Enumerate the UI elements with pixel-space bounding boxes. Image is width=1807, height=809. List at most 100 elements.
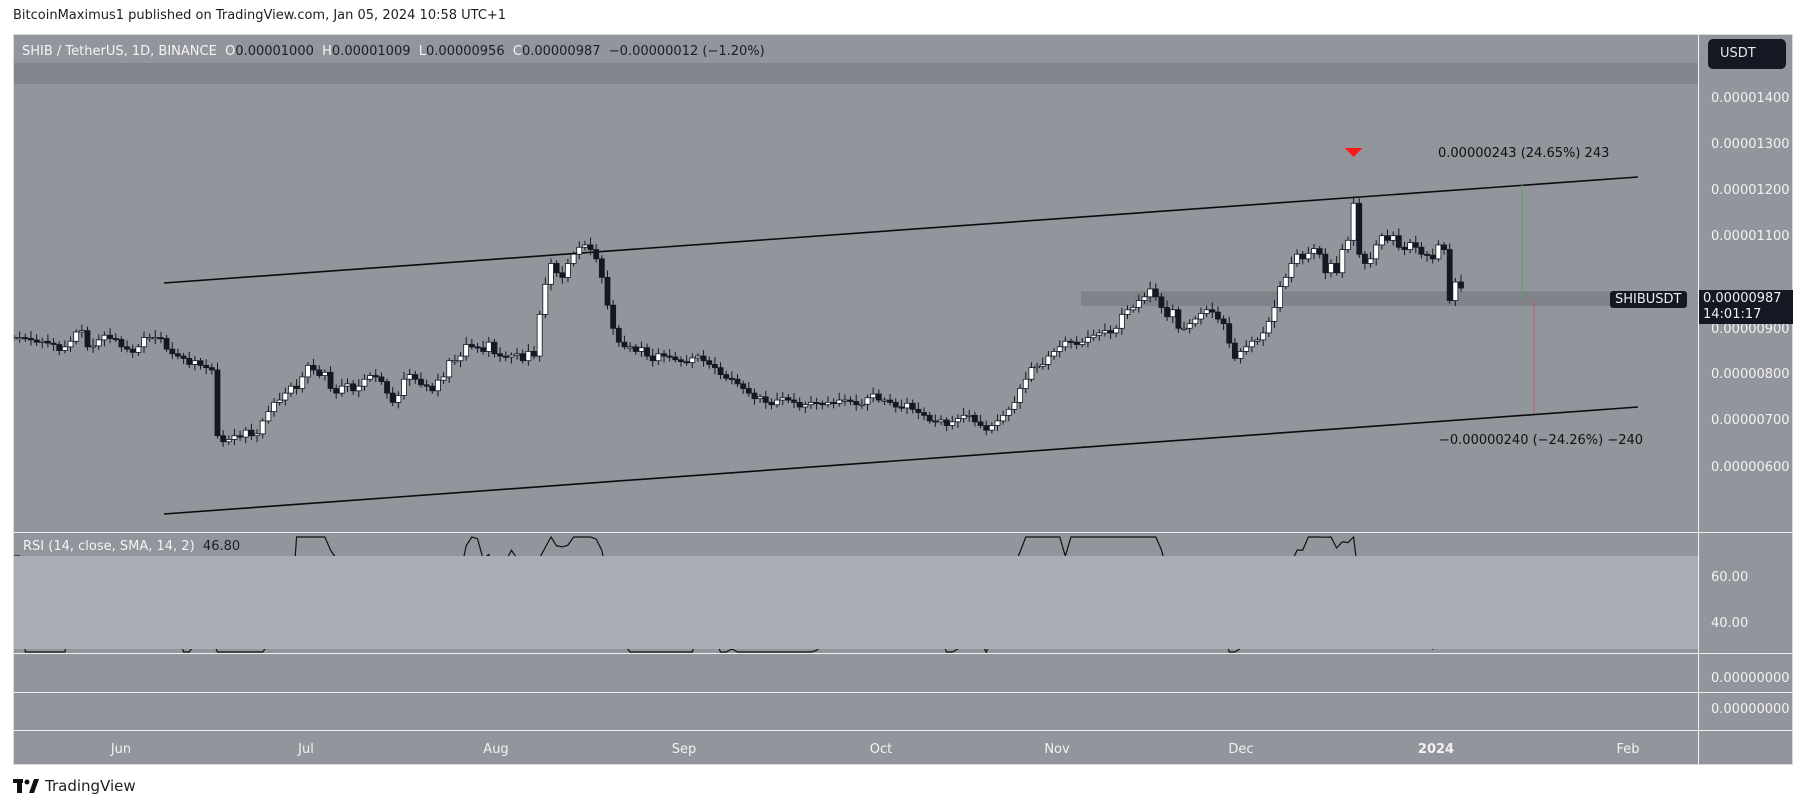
bull-candle bbox=[1011, 401, 1018, 410]
bear-candle bbox=[316, 369, 323, 376]
symbol-title[interactable]: SHIB / TetherUS, 1D, BINANCE bbox=[22, 44, 217, 59]
bear-candle bbox=[1429, 254, 1436, 260]
bull-candle bbox=[966, 414, 973, 417]
bear-candle bbox=[604, 276, 611, 306]
bull-candle bbox=[1017, 388, 1024, 403]
bull-candle bbox=[1062, 340, 1069, 348]
bull-candle bbox=[655, 353, 662, 362]
bear-candle bbox=[248, 429, 255, 437]
bull-candle bbox=[361, 378, 368, 387]
last-price-label: 0.00000987 14:01:17 bbox=[1699, 290, 1793, 324]
bull-candle bbox=[514, 353, 520, 356]
bear-candle bbox=[480, 347, 487, 352]
close-label: C bbox=[512, 44, 522, 59]
bull-candle bbox=[904, 402, 910, 409]
bull-candle bbox=[305, 364, 311, 378]
currency-button[interactable]: USDT bbox=[1708, 39, 1786, 69]
bear-candle bbox=[389, 392, 396, 403]
bull-candle bbox=[1328, 263, 1334, 274]
bull-candle bbox=[451, 360, 458, 363]
bull-candle bbox=[1248, 340, 1255, 348]
bear-candle bbox=[728, 377, 735, 380]
bear-candle bbox=[909, 402, 916, 410]
time-tick-oct: Oct bbox=[869, 742, 893, 757]
bear-candle bbox=[610, 304, 617, 329]
price-tick: 0.00001400 bbox=[1711, 91, 1790, 106]
chart-frame[interactable]: SHIB / TetherUS, 1D, BINANCE O0.00001000… bbox=[13, 34, 1794, 766]
bear-candle bbox=[943, 419, 950, 426]
bear-candle bbox=[678, 359, 684, 363]
bull-candle bbox=[774, 399, 780, 406]
bear-candle bbox=[208, 367, 215, 371]
bull-candle bbox=[16, 337, 23, 340]
bull-candle bbox=[1260, 332, 1267, 341]
bear-candle bbox=[734, 378, 741, 385]
bull-candle bbox=[757, 396, 764, 400]
bear-candle bbox=[186, 357, 193, 365]
bear-candle bbox=[598, 258, 605, 278]
bull-candle bbox=[808, 401, 814, 406]
bull-candle bbox=[1288, 263, 1295, 278]
pane-divider[interactable] bbox=[14, 653, 1794, 654]
price-tick: 0.00001100 bbox=[1711, 229, 1790, 244]
pane-divider[interactable] bbox=[14, 532, 1794, 533]
bear-candle bbox=[1164, 307, 1170, 318]
bull-candle bbox=[508, 354, 515, 358]
change-value: −0.00000012 (−1.20%) bbox=[608, 44, 765, 59]
bull-candle bbox=[1350, 202, 1357, 241]
pane-tick: 0.00000000 bbox=[1711, 702, 1790, 717]
rsi-title[interactable]: RSI (14, close, SMA, 14, 2) bbox=[23, 539, 195, 554]
lower-channel-line bbox=[163, 406, 1639, 515]
price-tick: 0.00000700 bbox=[1711, 413, 1790, 428]
bear-candle bbox=[1107, 330, 1114, 334]
bull-candle bbox=[565, 263, 571, 278]
time-tick-nov: Nov bbox=[1044, 742, 1070, 757]
bull-candle bbox=[1305, 252, 1312, 260]
bull-candle bbox=[276, 399, 283, 403]
chart-canvas[interactable] bbox=[14, 35, 1794, 766]
bear-candle bbox=[932, 420, 939, 423]
time-tick-jul: Jul bbox=[298, 742, 314, 757]
bull-candle bbox=[141, 337, 147, 348]
bull-candle bbox=[1130, 307, 1137, 311]
bull-candle bbox=[1243, 346, 1250, 352]
time-tick-feb: Feb bbox=[1616, 742, 1640, 757]
open-label: O bbox=[225, 44, 236, 59]
bear-candle bbox=[519, 353, 526, 362]
rsi-tick: 60.00 bbox=[1711, 570, 1749, 585]
bull-candle bbox=[1282, 276, 1289, 288]
bear-candle bbox=[45, 340, 51, 344]
lower-measure-label: −0.00000240 (−24.26%) −240 bbox=[1439, 433, 1644, 448]
bear-candle bbox=[621, 341, 628, 348]
bear-candle bbox=[384, 381, 390, 394]
bull-candle bbox=[1169, 309, 1176, 318]
bear-candle bbox=[740, 383, 747, 389]
bear-candle bbox=[107, 334, 113, 339]
bear-candle bbox=[203, 364, 210, 369]
bull-candle bbox=[1186, 323, 1193, 329]
bear-candle bbox=[785, 397, 792, 401]
bull-candle bbox=[1102, 330, 1108, 334]
symbol-tag: SHIBUSDT bbox=[1610, 291, 1687, 308]
bear-candle bbox=[700, 355, 707, 362]
bull-candle bbox=[870, 393, 877, 399]
bear-candle bbox=[559, 272, 566, 278]
bear-candle bbox=[791, 399, 797, 403]
bear-candle bbox=[28, 338, 34, 341]
bull-candle bbox=[242, 429, 249, 438]
time-tick-sep: Sep bbox=[671, 742, 697, 757]
support-zone bbox=[1081, 291, 1670, 307]
bull-candle bbox=[485, 341, 492, 352]
price-tick: 0.00001200 bbox=[1711, 183, 1790, 198]
bull-candle bbox=[542, 283, 549, 315]
bear-candle bbox=[553, 263, 560, 274]
bull-candle bbox=[254, 433, 260, 437]
bear-candle bbox=[197, 360, 204, 366]
bear-candle bbox=[1226, 323, 1233, 344]
bull-candle bbox=[836, 399, 843, 404]
bull-candle bbox=[1390, 235, 1397, 241]
bear-candle bbox=[33, 339, 40, 343]
pane-divider[interactable] bbox=[14, 692, 1794, 693]
price-tick: 0.00001300 bbox=[1711, 137, 1790, 152]
bull-candle bbox=[1339, 249, 1346, 274]
